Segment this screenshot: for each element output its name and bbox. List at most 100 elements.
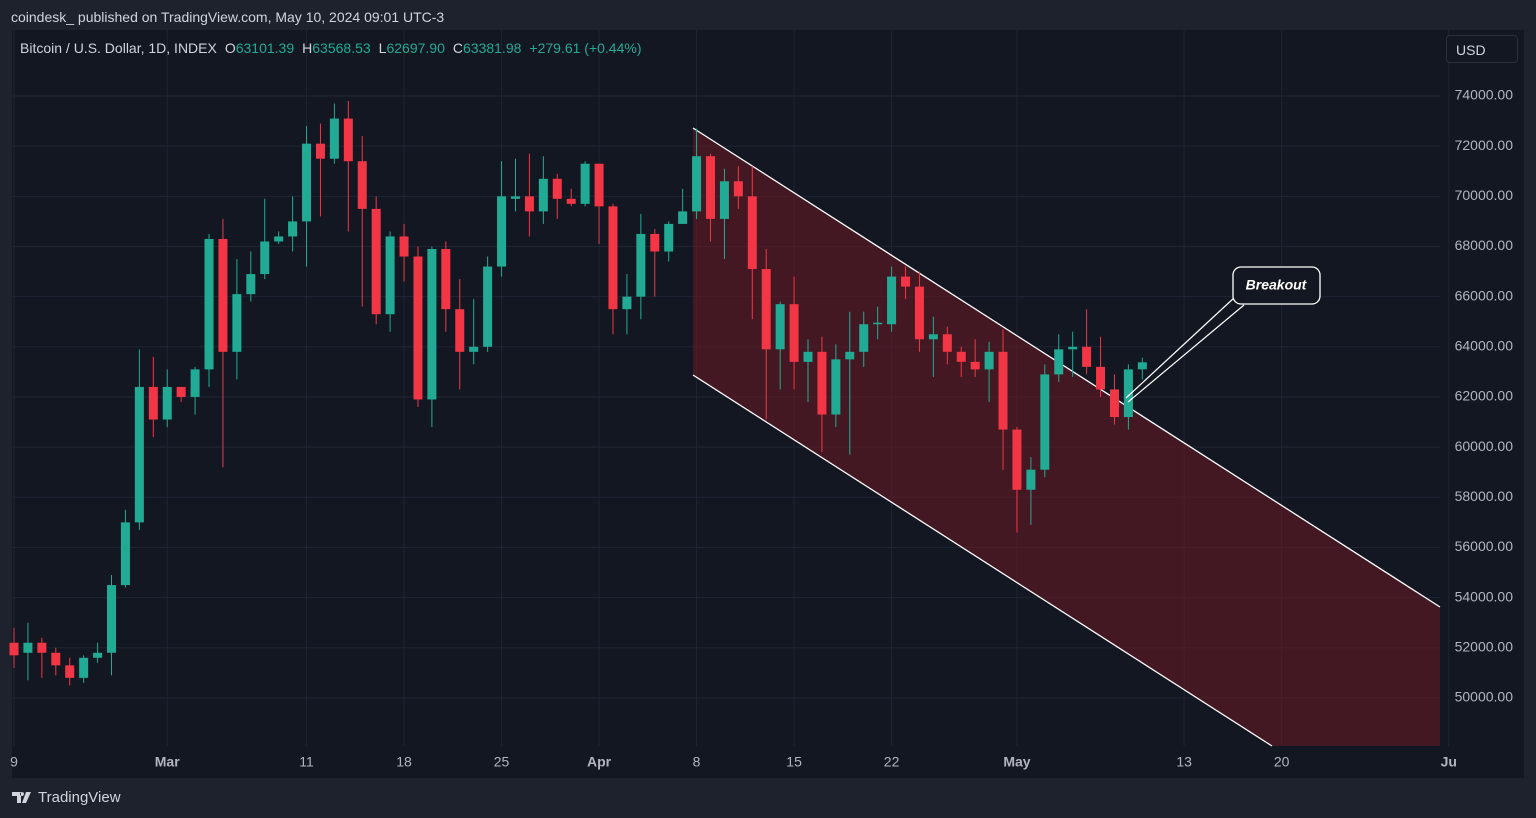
x-tick-label: Mar xyxy=(155,754,180,770)
candle-body xyxy=(831,359,841,415)
ohlc-label: H xyxy=(302,40,313,56)
candle-body xyxy=(733,181,743,197)
candle-body xyxy=(984,351,994,370)
x-tick-label: 20 xyxy=(1274,754,1290,770)
candle-body xyxy=(23,642,33,653)
x-tick-label: 15 xyxy=(786,754,802,770)
candle-body xyxy=(998,351,1008,430)
candle-body xyxy=(357,161,367,209)
candle-body xyxy=(552,178,562,199)
candle-body xyxy=(190,369,200,397)
candle-body xyxy=(51,652,61,666)
channel-upper xyxy=(692,127,1441,608)
candle-body xyxy=(1096,366,1106,390)
candle-body xyxy=(650,233,660,252)
channel-fill xyxy=(693,128,1440,746)
currency-button[interactable]: USD xyxy=(1446,35,1518,63)
candle-body xyxy=(427,248,437,400)
candle-body xyxy=(455,309,465,352)
candle-body xyxy=(859,324,869,352)
candle-body xyxy=(232,294,242,352)
brand: TradingView xyxy=(12,789,121,806)
x-tick-label: 13 xyxy=(1176,754,1192,770)
candle-body xyxy=(928,334,938,340)
y-tick-label: 74000.00 xyxy=(1455,87,1514,103)
ohlc-value: 63568.53 xyxy=(312,40,371,56)
candle-body xyxy=(524,196,534,212)
candle-body xyxy=(706,156,715,219)
ohlc-value: 63381.98 xyxy=(463,40,522,56)
channel-lower xyxy=(692,374,1273,747)
candles xyxy=(9,101,1147,686)
change: +279.61 (+0.44%) xyxy=(529,40,642,56)
ohlc-label: C xyxy=(452,40,463,56)
y-tick-label: 64000.00 xyxy=(1455,338,1514,354)
candle-body xyxy=(901,276,911,287)
candle-body xyxy=(942,334,952,352)
candle-body xyxy=(497,196,507,267)
candle-body xyxy=(176,386,186,397)
candle-body xyxy=(469,346,479,352)
publish-info: coindesk_ published on TradingView.com, … xyxy=(11,9,445,25)
x-tick-label: 22 xyxy=(884,754,900,770)
candle-body xyxy=(594,163,604,207)
candle-body xyxy=(120,522,130,586)
candle-body xyxy=(1054,349,1064,375)
candle-body xyxy=(775,304,785,350)
candle-body xyxy=(79,657,89,678)
candle-body xyxy=(1012,429,1022,490)
candle-body xyxy=(162,386,172,420)
candle-body xyxy=(9,642,19,656)
y-tick-label: 54000.00 xyxy=(1455,588,1514,604)
x-tick-label: May xyxy=(1003,754,1030,770)
candle-body xyxy=(93,652,103,658)
x-tick-label: Ju xyxy=(1441,754,1457,770)
y-tick-label: 52000.00 xyxy=(1455,638,1514,654)
ohlc-value: 63101.39 xyxy=(235,40,295,56)
candle-body xyxy=(566,198,576,204)
symbol-legend: Bitcoin / U.S. Dollar, 1D, INDEX O63101.3… xyxy=(20,40,642,56)
y-tick-label: 72000.00 xyxy=(1455,137,1514,153)
x-tick-label: 11 xyxy=(299,754,314,770)
candle-body xyxy=(761,269,771,350)
candle-body xyxy=(329,118,339,159)
candle-body xyxy=(873,322,883,325)
candle-body xyxy=(1068,346,1078,350)
ohlc-value: 62697.90 xyxy=(386,40,445,56)
candle-body xyxy=(845,351,855,360)
candle-body xyxy=(1123,369,1133,418)
candle-body xyxy=(288,221,298,237)
candle-body xyxy=(970,361,980,370)
y-tick-label: 50000.00 xyxy=(1455,689,1514,705)
candle-body xyxy=(692,156,702,212)
x-tick-label: 9 xyxy=(10,754,18,770)
brand-logo xyxy=(12,791,31,803)
ohlc-label: L xyxy=(378,40,387,56)
candle-body xyxy=(371,208,381,315)
candle-body xyxy=(636,233,646,297)
y-tick-label: 70000.00 xyxy=(1455,187,1514,203)
candle-body xyxy=(385,236,395,315)
candle-body xyxy=(803,351,813,362)
candle-body xyxy=(134,386,144,523)
candle-body xyxy=(65,665,75,678)
candle-body xyxy=(218,238,228,352)
candle-body xyxy=(399,236,409,257)
x-tick-label: 18 xyxy=(396,754,412,770)
candle-body xyxy=(538,178,548,212)
x-tick-label: 25 xyxy=(494,754,510,770)
candle-body xyxy=(1026,469,1036,490)
candle-body xyxy=(817,351,827,415)
candle-body xyxy=(664,223,674,252)
candle-body xyxy=(747,196,757,270)
candle-body xyxy=(678,211,688,224)
candle-body xyxy=(789,304,799,362)
candle-body xyxy=(719,181,729,219)
y-tick-label: 56000.00 xyxy=(1455,538,1514,554)
y-tick-label: 62000.00 xyxy=(1455,388,1514,404)
candle-body xyxy=(622,296,632,310)
candle-body xyxy=(1109,389,1119,418)
callout-box xyxy=(1232,266,1321,305)
